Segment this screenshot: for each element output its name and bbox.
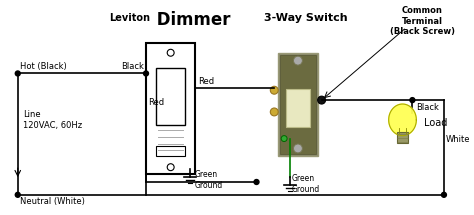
Circle shape	[410, 98, 415, 103]
Text: Hot (Black): Hot (Black)	[20, 63, 66, 72]
Circle shape	[144, 71, 148, 76]
Circle shape	[254, 180, 259, 184]
Text: Dimmer: Dimmer	[151, 11, 230, 29]
Bar	[397, 132, 409, 143]
Bar	[286, 89, 310, 127]
Text: Load: Load	[424, 118, 447, 128]
Circle shape	[281, 136, 287, 141]
Polygon shape	[389, 104, 416, 136]
Circle shape	[15, 192, 20, 197]
Circle shape	[270, 86, 278, 94]
Text: Green
Ground: Green Ground	[194, 170, 223, 190]
Circle shape	[270, 108, 278, 116]
Circle shape	[167, 164, 174, 171]
Text: Black: Black	[121, 63, 144, 72]
Bar	[156, 146, 185, 156]
Circle shape	[293, 56, 302, 65]
Bar	[280, 55, 316, 154]
Bar	[278, 53, 318, 156]
Text: Neutral (White): Neutral (White)	[20, 197, 84, 206]
Text: Leviton: Leviton	[109, 13, 150, 23]
Text: Red: Red	[148, 98, 164, 107]
Text: 3-Way Switch: 3-Way Switch	[264, 13, 347, 23]
Circle shape	[167, 49, 174, 56]
Bar	[156, 68, 185, 125]
Text: Red: Red	[198, 77, 214, 86]
Circle shape	[441, 192, 447, 197]
Text: White: White	[446, 135, 470, 144]
Circle shape	[15, 71, 20, 76]
Circle shape	[293, 144, 302, 153]
Text: Green
Ground: Green Ground	[292, 174, 320, 194]
Circle shape	[318, 96, 326, 104]
Bar	[146, 43, 195, 174]
Text: Common
Terminal
(Black Screw): Common Terminal (Black Screw)	[390, 6, 455, 36]
Text: Line
120VAC, 60Hz: Line 120VAC, 60Hz	[23, 110, 82, 129]
Text: Black: Black	[416, 103, 439, 112]
